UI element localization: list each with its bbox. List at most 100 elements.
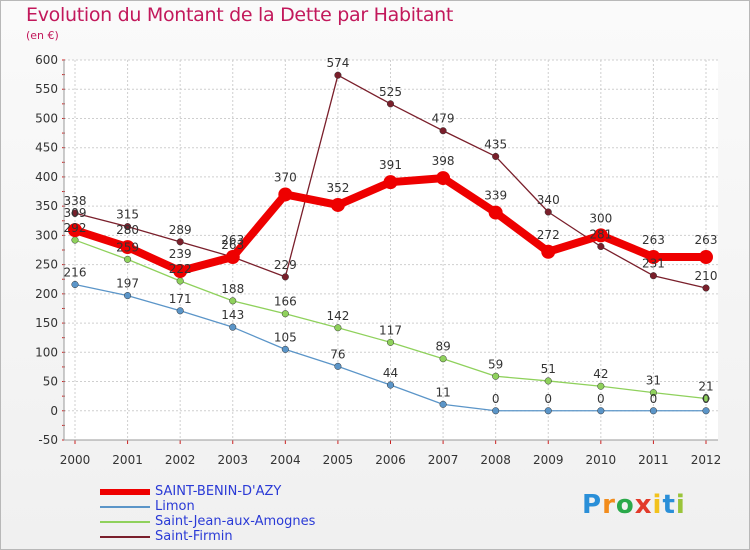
- data-point: [176, 307, 184, 315]
- data-point: [544, 208, 552, 216]
- y-tick-label: 600: [35, 53, 58, 67]
- data-point: [649, 389, 657, 397]
- x-tick-label: 2008: [480, 453, 511, 467]
- data-point: [71, 280, 79, 289]
- x-tick-label: 2012: [691, 453, 722, 467]
- data-label: 398: [432, 154, 455, 168]
- data-label: 42: [593, 367, 608, 381]
- data-label: 11: [435, 385, 450, 399]
- legend-label: Limon: [155, 499, 195, 514]
- y-tick-label: 100: [35, 345, 58, 359]
- data-point: [492, 372, 500, 380]
- data-label: 216: [64, 265, 87, 279]
- data-point: [229, 323, 237, 331]
- data-point: [544, 377, 552, 385]
- data-point: [278, 187, 293, 202]
- logo-letter: i: [652, 490, 663, 520]
- logo-letter: P: [582, 490, 603, 520]
- data-label: 166: [274, 295, 297, 309]
- y-tick-label: 200: [35, 287, 58, 301]
- logo-letter: i: [675, 490, 686, 520]
- x-tick-label: 2005: [323, 453, 354, 467]
- chart-unit: (en €): [26, 29, 59, 42]
- data-point: [597, 407, 605, 415]
- data-point: [649, 272, 657, 280]
- data-point: [124, 223, 132, 231]
- data-label: 315: [116, 208, 139, 222]
- data-label: 76: [330, 347, 345, 361]
- legend-swatch: [100, 489, 150, 495]
- data-point: [71, 236, 79, 244]
- data-point: [492, 152, 500, 161]
- data-label: 263: [221, 238, 244, 252]
- data-point: [492, 407, 500, 415]
- data-point: [124, 292, 132, 300]
- y-tick-label: 550: [35, 82, 58, 96]
- data-label: 0: [597, 392, 605, 406]
- x-tick-label: 2010: [586, 453, 617, 467]
- data-point: [649, 407, 657, 415]
- data-point: [439, 127, 447, 135]
- legend-label: Saint-Firmin: [155, 529, 233, 544]
- data-label: 0: [544, 392, 552, 406]
- data-point: [597, 382, 605, 390]
- data-label: 0: [650, 392, 658, 406]
- y-tick-label: 250: [35, 258, 58, 272]
- legend-swatch: [100, 536, 150, 538]
- data-label: 0: [492, 392, 500, 406]
- data-point: [281, 310, 289, 318]
- data-label: 340: [537, 193, 560, 207]
- data-point: [386, 381, 395, 389]
- data-point: [334, 362, 342, 370]
- data-point: [176, 238, 184, 246]
- data-label: 263: [221, 233, 244, 247]
- data-point: [383, 175, 398, 190]
- data-label: 281: [589, 227, 612, 241]
- legend-label: Saint-Jean-aux-Amognes: [155, 514, 316, 529]
- logo-letter: t: [662, 490, 676, 520]
- data-label: 263: [642, 233, 665, 247]
- data-point: [436, 171, 451, 186]
- logo-letter: r: [602, 490, 616, 520]
- data-point: [386, 338, 395, 346]
- data-label: 89: [435, 340, 450, 354]
- data-label: 142: [326, 309, 349, 323]
- data-label: 105: [274, 330, 297, 344]
- x-tick-label: 2002: [165, 453, 196, 467]
- y-tick-label: 500: [35, 111, 58, 125]
- series-layer: [68, 71, 713, 415]
- data-point: [699, 250, 713, 265]
- data-point: [646, 250, 661, 265]
- y-tick-label: 400: [35, 170, 58, 184]
- data-label: 171: [169, 292, 192, 306]
- data-point: [281, 273, 289, 281]
- data-point: [541, 244, 556, 259]
- data-point: [386, 100, 395, 108]
- data-point: [334, 71, 342, 79]
- chart-title: Evolution du Montant de la Dette par Hab…: [26, 4, 454, 26]
- data-point: [439, 400, 447, 408]
- data-label: 289: [169, 223, 192, 237]
- data-label: 280: [116, 223, 139, 237]
- data-label: 197: [116, 277, 139, 291]
- data-label: 352: [326, 181, 349, 195]
- legend-label: SAINT-BENIN-D'AZY: [155, 484, 282, 499]
- data-label: 339: [484, 189, 507, 203]
- y-tick-label: 350: [35, 199, 58, 213]
- proxiti-logo: Proxiti: [582, 490, 686, 520]
- data-point: [488, 205, 503, 220]
- data-label: 21: [698, 379, 713, 393]
- data-label: 0: [702, 392, 710, 406]
- data-label: 59: [488, 357, 503, 371]
- x-tick-label: 2001: [112, 453, 143, 467]
- data-label: 143: [221, 308, 244, 322]
- data-label: 525: [379, 85, 402, 99]
- data-point: [71, 209, 79, 217]
- y-tick-label: 450: [35, 141, 58, 155]
- x-tick-label: 2006: [375, 453, 406, 467]
- data-label: 292: [64, 221, 87, 235]
- data-label: 574: [326, 56, 349, 70]
- data-label: 231: [642, 257, 665, 271]
- data-label: 479: [432, 112, 455, 126]
- data-point: [330, 197, 345, 212]
